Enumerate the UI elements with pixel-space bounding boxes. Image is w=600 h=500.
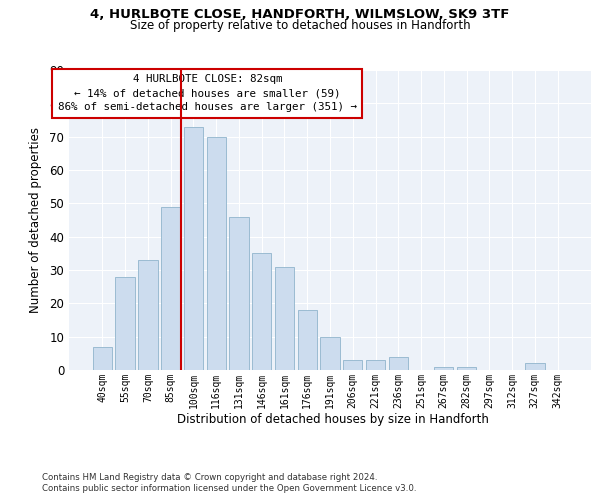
Bar: [115, 276, 135, 370]
Bar: [138, 260, 158, 370]
Text: Contains HM Land Registry data © Crown copyright and database right 2024.: Contains HM Land Registry data © Crown c…: [42, 472, 377, 482]
Bar: [366, 360, 385, 370]
Bar: [525, 364, 545, 370]
Bar: [434, 366, 454, 370]
Text: 4, HURLBOTE CLOSE, HANDFORTH, WILMSLOW, SK9 3TF: 4, HURLBOTE CLOSE, HANDFORTH, WILMSLOW, …: [91, 8, 509, 20]
Text: Size of property relative to detached houses in Handforth: Size of property relative to detached ho…: [130, 18, 470, 32]
Y-axis label: Number of detached properties: Number of detached properties: [29, 127, 43, 313]
Bar: [320, 336, 340, 370]
Bar: [206, 136, 226, 370]
Bar: [229, 216, 248, 370]
Bar: [184, 126, 203, 370]
Text: Distribution of detached houses by size in Handforth: Distribution of detached houses by size …: [177, 412, 489, 426]
Bar: [275, 266, 294, 370]
Text: Contains public sector information licensed under the Open Government Licence v3: Contains public sector information licen…: [42, 484, 416, 493]
Bar: [457, 366, 476, 370]
Bar: [161, 206, 181, 370]
Bar: [93, 346, 112, 370]
Text: 4 HURLBOTE CLOSE: 82sqm
← 14% of detached houses are smaller (59)
86% of semi-de: 4 HURLBOTE CLOSE: 82sqm ← 14% of detache…: [58, 74, 357, 112]
Bar: [389, 356, 408, 370]
Bar: [252, 254, 271, 370]
Bar: [298, 310, 317, 370]
Bar: [343, 360, 362, 370]
